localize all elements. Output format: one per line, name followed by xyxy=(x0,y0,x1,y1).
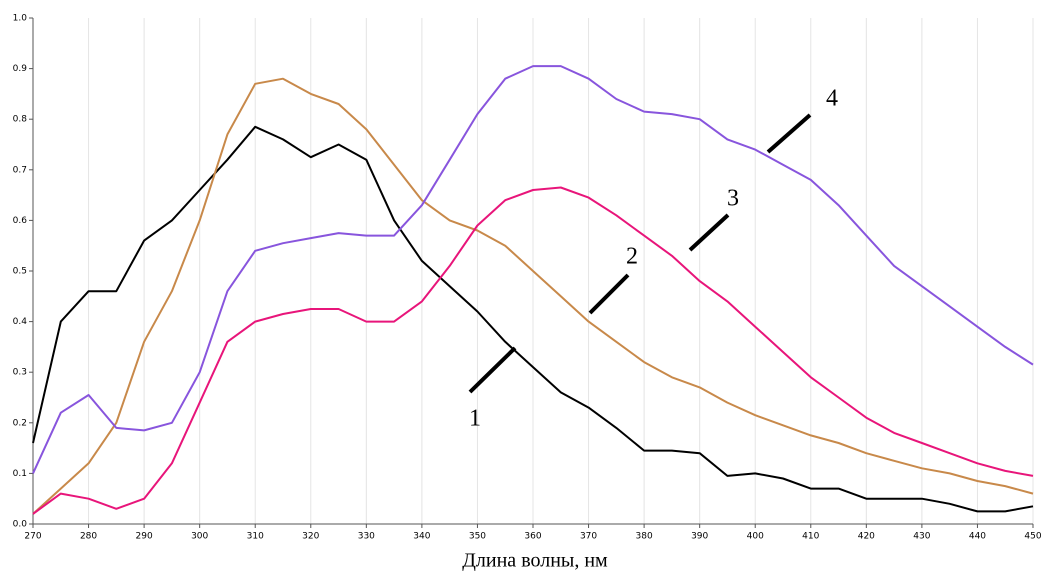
x-tick-label: 440 xyxy=(969,532,986,542)
x-tick-label: 380 xyxy=(636,532,653,542)
x-tick-label: 420 xyxy=(858,532,875,542)
y-tick-label: 0.0 xyxy=(13,520,28,530)
x-tick-label: 400 xyxy=(747,532,764,542)
x-tick-label: 340 xyxy=(413,532,430,542)
x-tick-label: 360 xyxy=(524,532,541,542)
y-tick-label: 0.6 xyxy=(13,216,28,226)
series-line xyxy=(32,186,1034,515)
x-tick-label: 310 xyxy=(247,532,264,542)
y-tick-label: 0.7 xyxy=(13,165,27,175)
y-tick-label: 0.1 xyxy=(13,469,27,479)
series-line xyxy=(32,77,1034,515)
leader-line xyxy=(588,273,630,315)
x-tick-label: 450 xyxy=(1024,532,1041,542)
y-tick-label: 1.0 xyxy=(13,14,28,24)
x-tick-label: 370 xyxy=(580,532,597,542)
y-tick-label: 0.8 xyxy=(13,115,28,125)
series-label: 2 xyxy=(626,244,638,270)
x-tick-label: 330 xyxy=(358,532,375,542)
x-tick-label: 280 xyxy=(80,532,97,542)
series-line xyxy=(32,125,1034,513)
series-label: 4 xyxy=(826,86,838,112)
y-tick-label: 0.2 xyxy=(13,418,27,428)
leader-line xyxy=(468,346,517,394)
y-tick-label: 0.3 xyxy=(13,368,27,378)
y-tick-label: 0.5 xyxy=(13,267,27,277)
x-tick-label: 300 xyxy=(191,532,208,542)
series-label: 3 xyxy=(727,186,739,212)
x-tick-label: 410 xyxy=(802,532,819,542)
x-tick-label: 290 xyxy=(136,532,153,542)
y-tick-label: 0.9 xyxy=(13,64,28,74)
x-tick-label: 270 xyxy=(24,532,41,542)
x-tick-label: 390 xyxy=(691,532,708,542)
leader-line xyxy=(766,113,812,154)
x-axis-title: Длина волны, нм xyxy=(462,550,608,572)
leader-line xyxy=(688,213,730,252)
x-tick-label: 320 xyxy=(302,532,319,542)
x-tick-label: 430 xyxy=(913,532,930,542)
y-tick-label: 0.4 xyxy=(13,317,28,327)
series-line xyxy=(32,65,1034,474)
x-tick-label: 350 xyxy=(469,532,486,542)
series-label: 1 xyxy=(469,406,481,432)
